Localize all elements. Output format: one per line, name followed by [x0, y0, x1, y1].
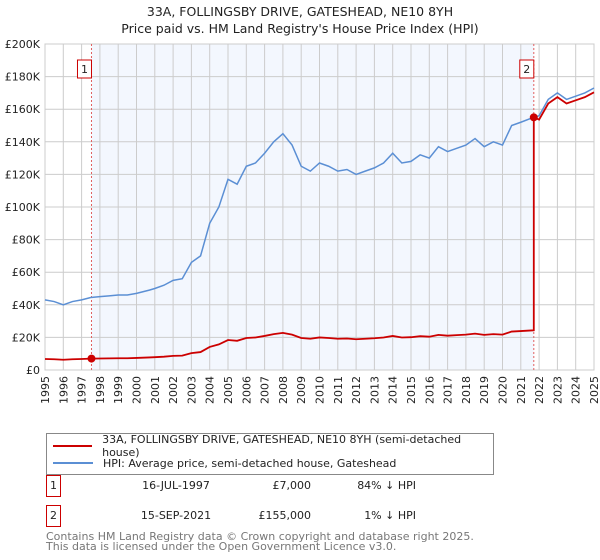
sale-hpi-diff: 1% ↓ HPI [364, 509, 416, 522]
x-tick-label: 2016 [423, 376, 436, 404]
chart-subtitle: Price paid vs. HM Land Registry's House … [121, 21, 479, 36]
y-tick-label: £180K [5, 71, 41, 84]
x-tick-label: 1995 [39, 376, 52, 404]
y-tick-label: £60K [12, 266, 41, 279]
x-tick-label: 2019 [478, 376, 491, 404]
legend-label: 33A, FOLLINGSBY DRIVE, GATESHEAD, NE10 8… [102, 433, 462, 459]
x-tick-label: 2014 [387, 376, 400, 404]
x-tick-label: 2003 [185, 376, 198, 404]
x-tick-label: 2002 [167, 376, 180, 404]
y-tick-label: £100K [5, 201, 41, 214]
sale-hpi-diff: 84% ↓ HPI [357, 479, 416, 492]
sale-marker-box [519, 59, 535, 79]
y-tick-label: £80K [12, 234, 41, 247]
x-tick-label: 2004 [204, 376, 217, 404]
x-tick-label: 2009 [295, 376, 308, 404]
y-tick-label: £120K [5, 168, 41, 181]
sale-price: £155,000 [258, 509, 312, 522]
x-tick-label: 2010 [314, 376, 327, 404]
sale-row: 2 15-SEP-2021 £155,000 1% ↓ HPI [46, 505, 446, 527]
footer: Contains HM Land Registry data © Crown c… [46, 530, 474, 553]
x-tick-label: 2024 [570, 376, 583, 404]
x-tick-label: 2013 [368, 376, 381, 404]
legend-item-price: 33A, FOLLINGSBY DRIVE, GATESHEAD, NE10 8… [53, 433, 493, 459]
plot-area: 1995 1996 1997 1998 1999 2000 2001 2002 2003 2004… [5, 38, 600, 404]
x-tick-label: 2025 [588, 376, 600, 404]
sale-marker-badge: 1 [46, 475, 61, 497]
sale-marker-badge: 2 [46, 505, 61, 527]
y-tick-label: £160K [5, 103, 41, 116]
price-line [44, 91, 595, 361]
sale-date: 15-SEP-2021 [140, 509, 212, 522]
sale-marker-label: 2 [523, 63, 530, 76]
sale-marker-label: 1 [81, 63, 88, 76]
x-tick-label: 2015 [405, 376, 418, 404]
x-tick-label: 2007 [259, 376, 272, 404]
hpi-line [44, 87, 595, 306]
legend-item-hpi: HPI: Average price, semi-detached house,… [53, 455, 396, 471]
sale-row: 1 16-JUL-1997 £7,000 84% ↓ HPI [46, 475, 446, 497]
x-tick-label: 2000 [131, 376, 144, 404]
x-tick-label: 2011 [332, 376, 345, 404]
legend-label: HPI: Average price, semi-detached house,… [103, 456, 397, 470]
legend-swatch-red [53, 445, 93, 447]
x-tick-label: 1996 [57, 376, 70, 404]
y-tick-label: £20K [12, 331, 41, 344]
legend-swatch-blue [53, 462, 93, 464]
plot-border [44, 43, 595, 371]
sale-date: 16-JUL-1997 [142, 479, 210, 492]
x-tick-label: 2012 [350, 376, 363, 404]
sale-marker-box [76, 59, 92, 79]
footer-line: Contains HM Land Registry data © Crown c… [46, 530, 474, 543]
x-tick-label: 2006 [240, 376, 253, 404]
x-tick-label: 2022 [533, 376, 546, 404]
x-tick-label: 2017 [442, 376, 455, 404]
y-tick-label: £140K [5, 136, 41, 149]
legend: 33A, FOLLINGSBY DRIVE, GATESHEAD, NE10 8… [46, 433, 494, 475]
x-tick-label: 2021 [515, 376, 528, 404]
x-tick-label: 2018 [460, 376, 473, 404]
y-tick-label: £40K [12, 299, 41, 312]
x-tick-label: 2020 [497, 376, 510, 404]
x-tick-label: 2008 [277, 376, 290, 404]
x-tick-label: 2005 [222, 376, 235, 404]
footer-line: This data is licensed under the Open Gov… [46, 540, 397, 553]
x-tick-label: 1999 [112, 376, 125, 404]
y-tick-label: £0 [26, 364, 40, 377]
x-tick-label: 2023 [551, 376, 564, 404]
sale-price: £7,000 [272, 479, 312, 492]
x-tick-label: 1997 [76, 376, 89, 404]
chart-title: 33A, FOLLINGSBY DRIVE, GATESHEAD, NE10 8… [146, 4, 454, 19]
y-tick-label: £200K [5, 38, 41, 51]
x-tick-label: 1998 [94, 376, 107, 404]
sale-point [87, 354, 96, 363]
sale-point [529, 113, 538, 122]
x-tick-label: 2001 [149, 376, 162, 404]
